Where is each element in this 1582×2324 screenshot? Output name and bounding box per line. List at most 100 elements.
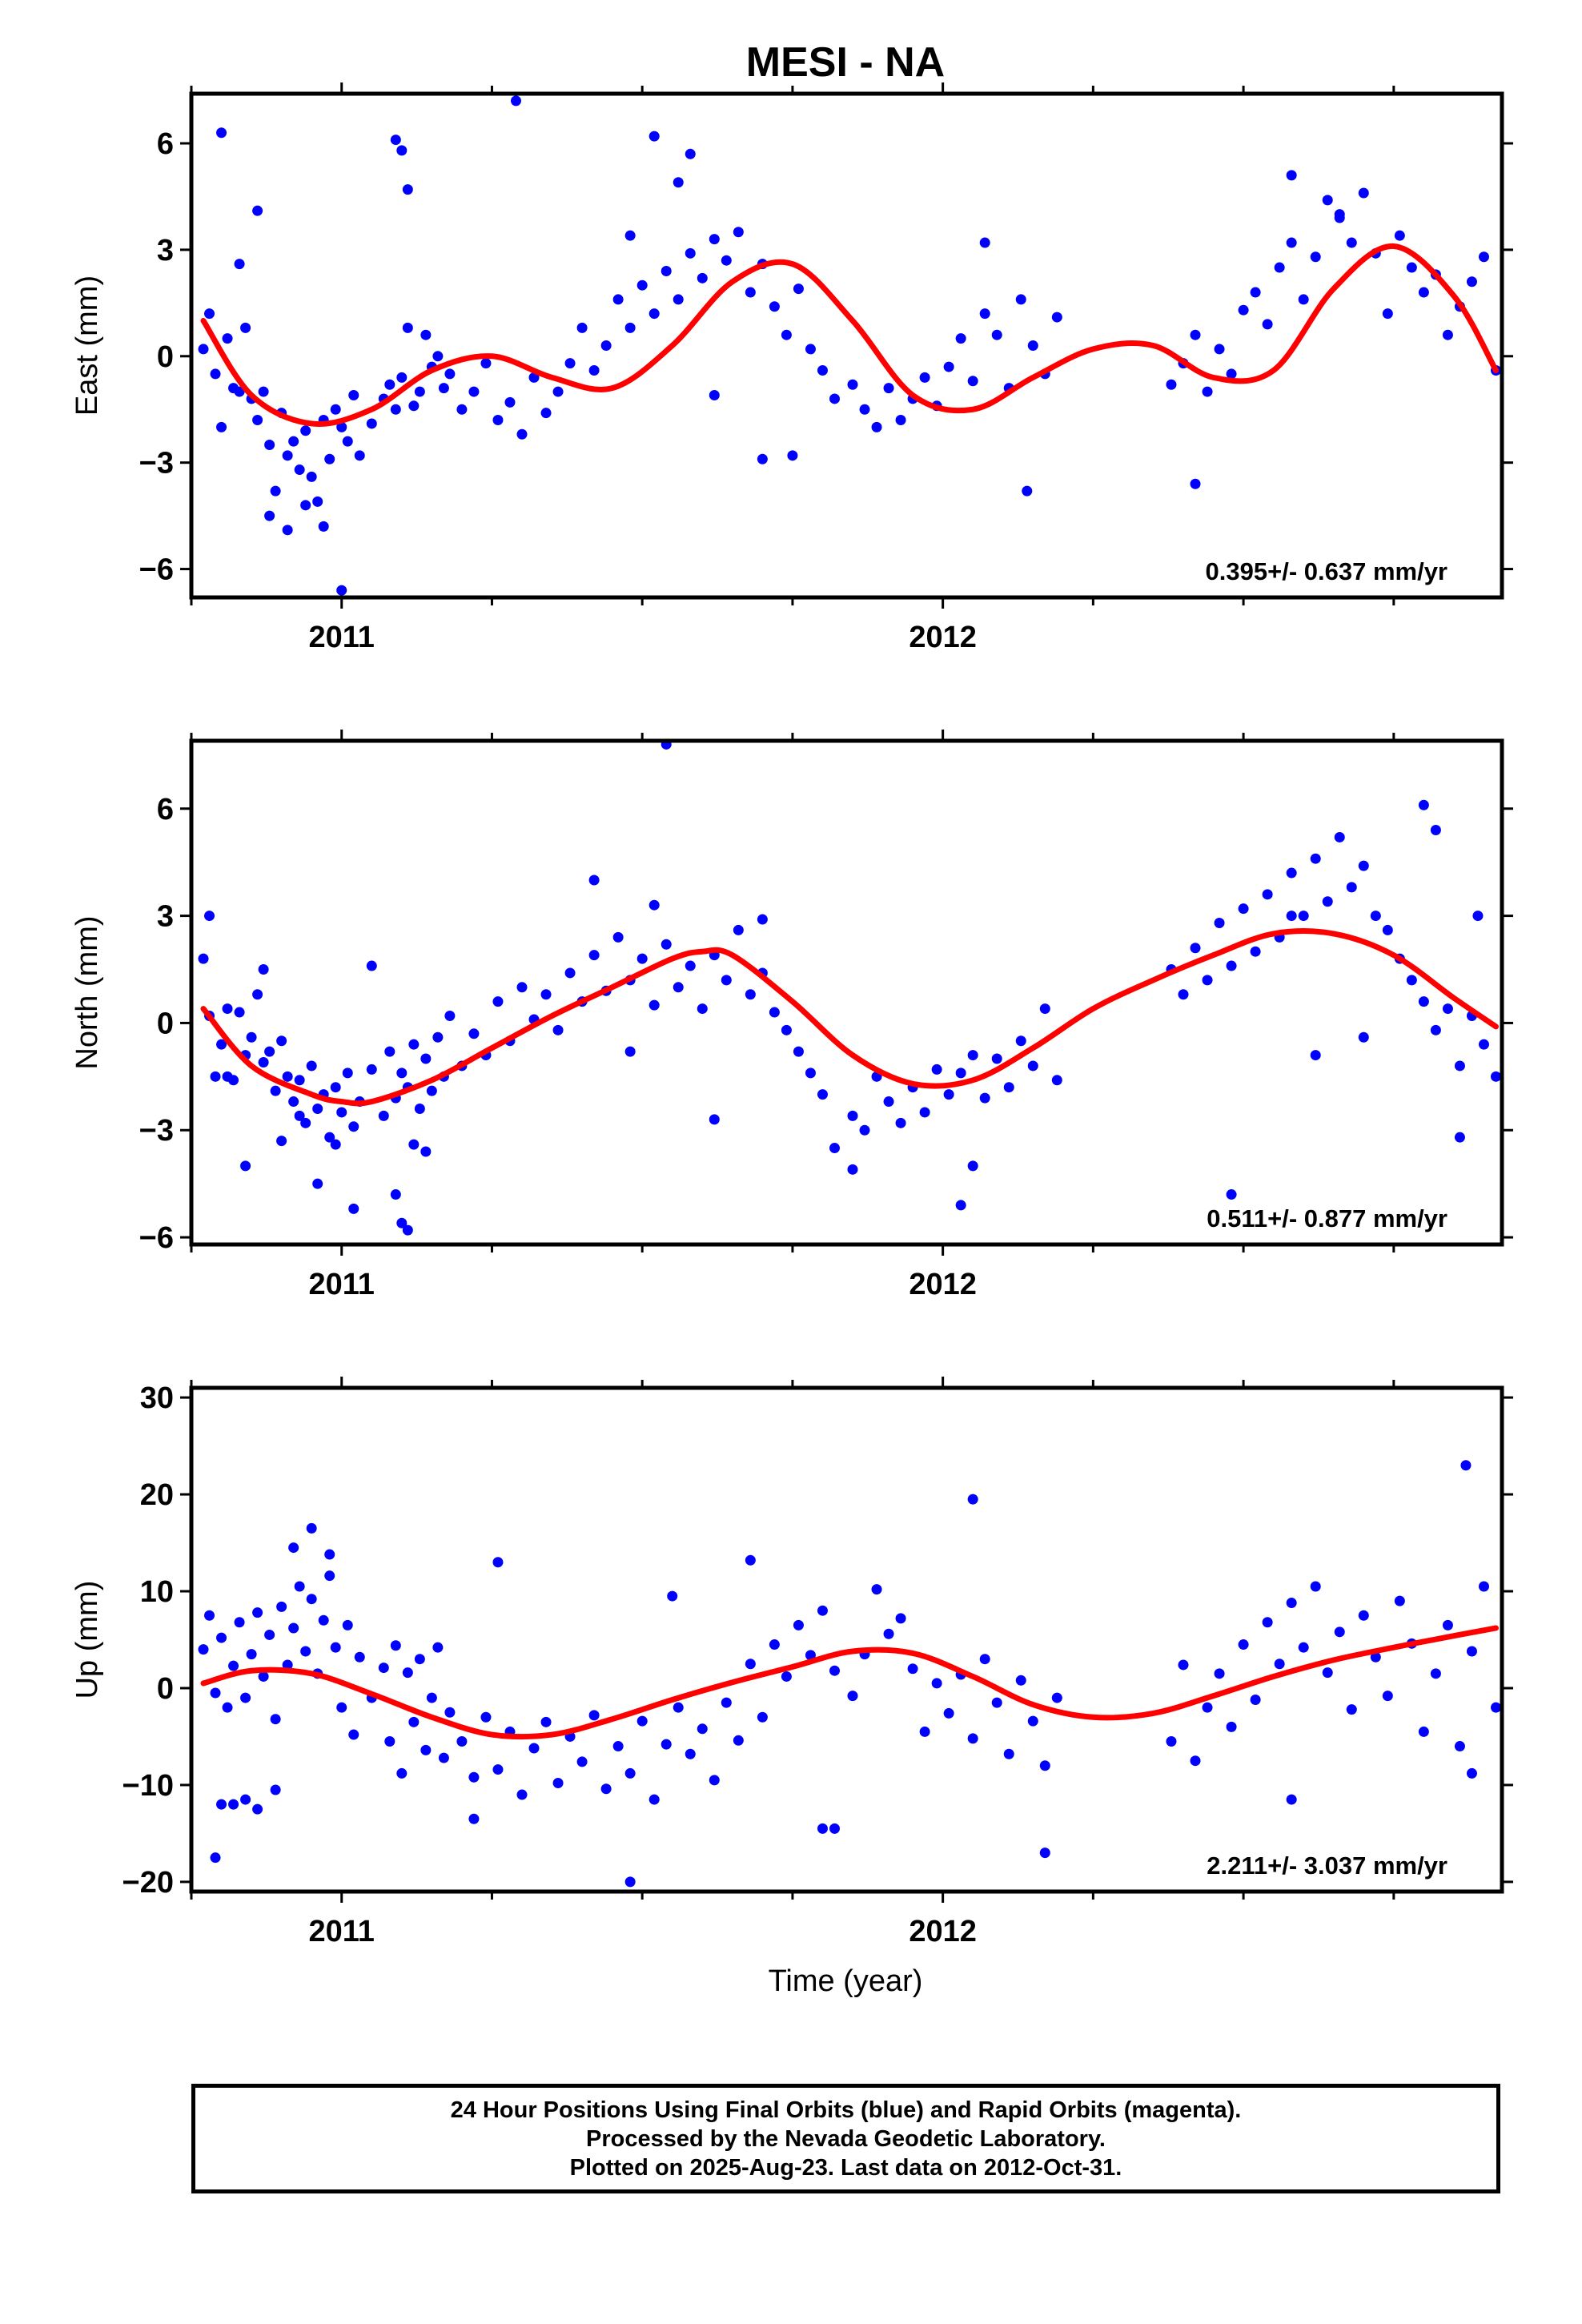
data-point bbox=[1466, 276, 1477, 287]
data-point bbox=[414, 386, 425, 397]
data-point bbox=[1250, 946, 1261, 957]
data-point bbox=[1238, 1639, 1249, 1651]
data-point bbox=[979, 237, 990, 248]
data-point bbox=[348, 390, 359, 401]
footer-line-2: Processed by the Nevada Geodetic Laborat… bbox=[586, 2125, 1106, 2152]
data-point bbox=[733, 227, 744, 238]
data-point bbox=[216, 1632, 227, 1643]
data-point bbox=[390, 1189, 401, 1200]
data-point bbox=[1334, 831, 1345, 842]
data-point bbox=[228, 1660, 239, 1671]
data-point bbox=[318, 1614, 329, 1626]
data-point bbox=[1478, 251, 1489, 263]
data-point bbox=[967, 1494, 978, 1505]
data-point bbox=[1466, 1767, 1477, 1779]
model-curve bbox=[200, 1625, 1499, 1740]
model-curve bbox=[200, 928, 1499, 1107]
data-point bbox=[1382, 1691, 1393, 1702]
data-point bbox=[216, 1799, 227, 1810]
data-point bbox=[697, 272, 708, 283]
data-point bbox=[1286, 170, 1297, 181]
data-point bbox=[540, 989, 552, 1000]
data-point bbox=[600, 1783, 612, 1795]
data-point bbox=[1022, 485, 1033, 497]
data-point bbox=[528, 1743, 540, 1754]
data-point bbox=[312, 496, 323, 507]
data-point bbox=[624, 230, 636, 241]
data-point bbox=[402, 322, 413, 333]
data-point bbox=[204, 308, 215, 320]
data-point bbox=[1418, 799, 1429, 810]
data-point bbox=[769, 1007, 780, 1018]
data-point bbox=[294, 1075, 305, 1086]
data-point bbox=[1238, 304, 1249, 316]
data-point bbox=[1238, 903, 1249, 915]
data-point bbox=[306, 471, 317, 482]
data-point bbox=[456, 1736, 468, 1747]
data-point bbox=[306, 1060, 317, 1072]
data-point bbox=[943, 1707, 954, 1719]
data-point bbox=[757, 1711, 768, 1723]
data-point bbox=[1298, 294, 1309, 305]
data-point bbox=[1051, 312, 1062, 323]
data-point bbox=[793, 283, 804, 295]
up-panel: −20 −10 0 10 20 30 2011 2012 Up (mm) 2.211+/- 3.0… bbox=[70, 1377, 1513, 1948]
data-point bbox=[240, 1160, 251, 1172]
data-point bbox=[342, 1068, 353, 1079]
data-point bbox=[354, 450, 365, 461]
data-point bbox=[210, 368, 221, 380]
data-point bbox=[276, 1601, 287, 1612]
data-point bbox=[330, 1082, 341, 1093]
data-point bbox=[648, 1794, 660, 1805]
data-point bbox=[516, 1789, 528, 1800]
data-point bbox=[432, 351, 444, 362]
data-point bbox=[1358, 1031, 1369, 1043]
data-point bbox=[342, 1619, 353, 1630]
data-point bbox=[805, 344, 816, 355]
data-point bbox=[1250, 287, 1261, 298]
data-point bbox=[378, 1110, 389, 1121]
data-point bbox=[931, 1678, 942, 1689]
data-point bbox=[1166, 1736, 1177, 1747]
data-point bbox=[1274, 262, 1285, 273]
data-point bbox=[396, 1217, 408, 1228]
data-point bbox=[781, 329, 792, 340]
data-point bbox=[1003, 1748, 1014, 1759]
model-curve bbox=[200, 243, 1499, 427]
data-point bbox=[222, 333, 233, 344]
data-point bbox=[294, 1581, 305, 1592]
data-point bbox=[492, 415, 504, 426]
data-point bbox=[685, 148, 696, 159]
data-point bbox=[1370, 911, 1381, 922]
data-point bbox=[588, 1710, 600, 1721]
data-point bbox=[769, 301, 780, 312]
data-point bbox=[222, 1071, 233, 1082]
data-point bbox=[390, 135, 401, 146]
data-point bbox=[829, 1143, 840, 1154]
data-point bbox=[414, 1103, 425, 1114]
data-point bbox=[1490, 1702, 1501, 1713]
data-point bbox=[588, 875, 600, 886]
data-point bbox=[1226, 1721, 1237, 1732]
footer-box: 24 Hour Positions Using Final Orbits (bl… bbox=[191, 2084, 1500, 2193]
data-point bbox=[931, 1063, 942, 1075]
panels: −6 −3 0 3 6 2011 2012 East (mm) 0.395+/- 0.637 m… bbox=[70, 82, 1513, 1948]
data-point bbox=[1226, 368, 1237, 380]
data-point bbox=[661, 741, 672, 750]
data-point bbox=[1286, 911, 1297, 922]
data-point bbox=[648, 899, 660, 911]
data-point bbox=[414, 1654, 425, 1665]
data-point bbox=[1406, 975, 1417, 986]
data-point bbox=[384, 1736, 396, 1747]
data-point bbox=[468, 1813, 480, 1824]
figure-title: MESI - NA bbox=[746, 39, 945, 86]
data-point bbox=[612, 1741, 624, 1752]
data-point bbox=[336, 1702, 347, 1713]
data-point bbox=[234, 259, 245, 270]
data-point bbox=[216, 1039, 227, 1050]
data-point bbox=[204, 1610, 215, 1621]
data-point bbox=[1178, 989, 1189, 1000]
data-point bbox=[919, 1107, 930, 1118]
data-point bbox=[282, 525, 293, 536]
data-point bbox=[883, 1096, 894, 1108]
